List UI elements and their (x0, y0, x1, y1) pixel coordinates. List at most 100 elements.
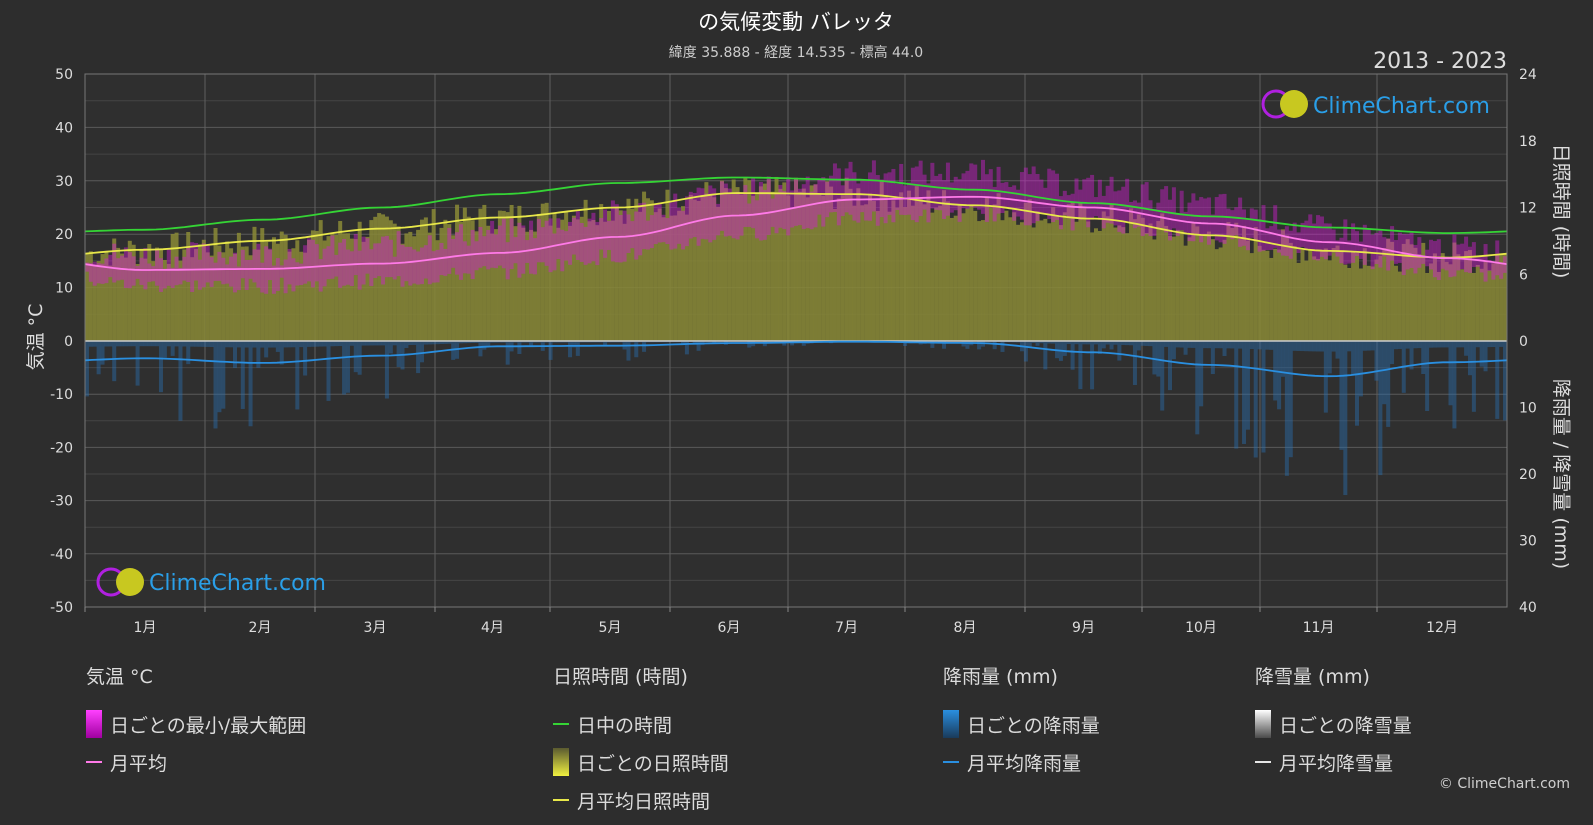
sunshine-daily-bar (1265, 250, 1270, 341)
temp-range-bar (1191, 193, 1196, 242)
rain-mean-line (84, 340, 1508, 378)
sunshine-daily-bar (1304, 260, 1309, 341)
sunshine-daily-bar (735, 187, 740, 341)
temp-range-bar (673, 193, 678, 249)
temp-range-bar (879, 179, 884, 218)
temp-range-bar (326, 246, 331, 280)
temp-range-bar (595, 221, 600, 266)
sunshine-daily-bar (1308, 250, 1313, 341)
rain-daily-bar (1304, 341, 1309, 352)
rain-daily-bar (1405, 341, 1410, 349)
rain-daily-bar (1148, 341, 1153, 347)
sunshine-daily-bar (1132, 219, 1137, 341)
sunshine-daily-bar (614, 208, 619, 341)
temp-range-bar (135, 265, 140, 279)
rain-daily-bar (443, 341, 448, 344)
rain-daily-bar (1062, 341, 1067, 356)
rain-daily-bar (1043, 341, 1048, 370)
sunshine-daily-bar (992, 204, 997, 341)
temp-range-bar (490, 220, 495, 268)
sunshine-daily-bar (361, 241, 366, 341)
sunshine-daily-bar (287, 251, 292, 341)
temp-range-bar (291, 258, 296, 292)
y-right-top-tick-label: 24 (1519, 67, 1537, 83)
sunshine-daily-bar (618, 210, 623, 341)
sunshine-daily-bar (642, 191, 647, 341)
y-left-tick-label: -40 (50, 547, 73, 563)
temp-range-bar (719, 181, 724, 231)
sunshine-daily-bar (1019, 222, 1024, 341)
temp-range-bar (400, 244, 405, 287)
temp-range-bar (875, 175, 880, 226)
rain-daily-bar (1261, 341, 1266, 453)
rain-daily-bar (505, 341, 510, 365)
temp-range-bar (229, 256, 234, 287)
sunshine-daily-bar (716, 206, 721, 341)
sunshine-daily-bar (630, 208, 635, 341)
temp-range-bar (751, 178, 756, 229)
rain-daily-bar (1230, 341, 1235, 349)
sunshine-daily-swatch (553, 748, 569, 776)
temp-range-bar (396, 231, 401, 277)
rain-daily-bar (1171, 341, 1176, 360)
temp-range-bar (1132, 200, 1137, 229)
rain-daily-bar (271, 341, 276, 348)
temp-range-bar (1016, 189, 1021, 217)
rain-daily-bar (108, 341, 113, 347)
rain-daily-bar (1280, 341, 1285, 377)
temp-range-bar (938, 173, 943, 211)
temp-range-bar (1296, 232, 1301, 254)
rain-daily-bar (536, 341, 541, 343)
sunshine-daily-bar (1249, 253, 1254, 341)
sunshine-daily-bar (1156, 221, 1161, 341)
rain-daily-bar (139, 341, 144, 347)
temp-range-bar (131, 256, 136, 286)
temp-range-bar (1487, 260, 1492, 271)
sunshine-mean-swatch (553, 799, 569, 801)
sunshine-daily-bar (587, 221, 592, 341)
sunshine-daily-bar (1051, 207, 1056, 341)
rain-daily-bar (1370, 341, 1375, 351)
rain-daily-bar (369, 341, 374, 346)
plot-frame (84, 73, 1508, 608)
sunshine-daily-bar (1316, 258, 1321, 341)
sunshine-daily-bar (205, 252, 210, 341)
temp-range-bar (388, 239, 393, 278)
x-tick-label: 10月 (1185, 620, 1217, 636)
rain-daily-bar (104, 341, 109, 347)
temp-range-bar (914, 166, 919, 223)
sunshine-daily-bar (544, 202, 549, 341)
rain-daily-bar (692, 341, 697, 345)
y-right-bottom-tick-label: 10 (1519, 401, 1537, 417)
temp-range-bar (1055, 173, 1060, 220)
sunshine-daily-bar (1436, 271, 1441, 341)
sunshine-daily-bar (1452, 242, 1457, 341)
y-left-tick-label: 30 (55, 174, 73, 190)
sunshine-daily-bar (525, 231, 530, 341)
rain-daily-bar (1374, 341, 1379, 381)
rain-daily-bar (1031, 341, 1036, 343)
temp-range-bar (934, 175, 939, 210)
rain-daily-bar (474, 341, 479, 343)
y-left-tick-label: -50 (50, 600, 73, 616)
temp-range-bar (1023, 167, 1028, 226)
sunshine-daily-bar (1160, 213, 1165, 341)
sunshine-daily-bar (143, 258, 148, 341)
temp-range-bar (170, 267, 175, 288)
temp-range-bar (969, 163, 974, 207)
sunshine-daily-bar (684, 214, 689, 341)
temp-range-bar (1358, 241, 1363, 259)
rain-daily-bar (248, 341, 253, 427)
rain-daily-bar (1039, 341, 1044, 344)
temp-range-bar (809, 191, 814, 230)
temp-range-bar (1008, 186, 1013, 210)
rain-daily-bar (1296, 341, 1301, 351)
sunshine-daily-bar (435, 240, 440, 341)
rain-daily-bar (232, 341, 237, 369)
sunshine-daily-bar (225, 241, 230, 341)
sunshine-daily-bar (497, 210, 502, 341)
sunshine-daily-bar (116, 247, 121, 341)
sunshine-daily-bar (1491, 263, 1496, 341)
sunshine-daily-bar (603, 221, 608, 341)
y-left-tick-label: 40 (55, 120, 73, 136)
